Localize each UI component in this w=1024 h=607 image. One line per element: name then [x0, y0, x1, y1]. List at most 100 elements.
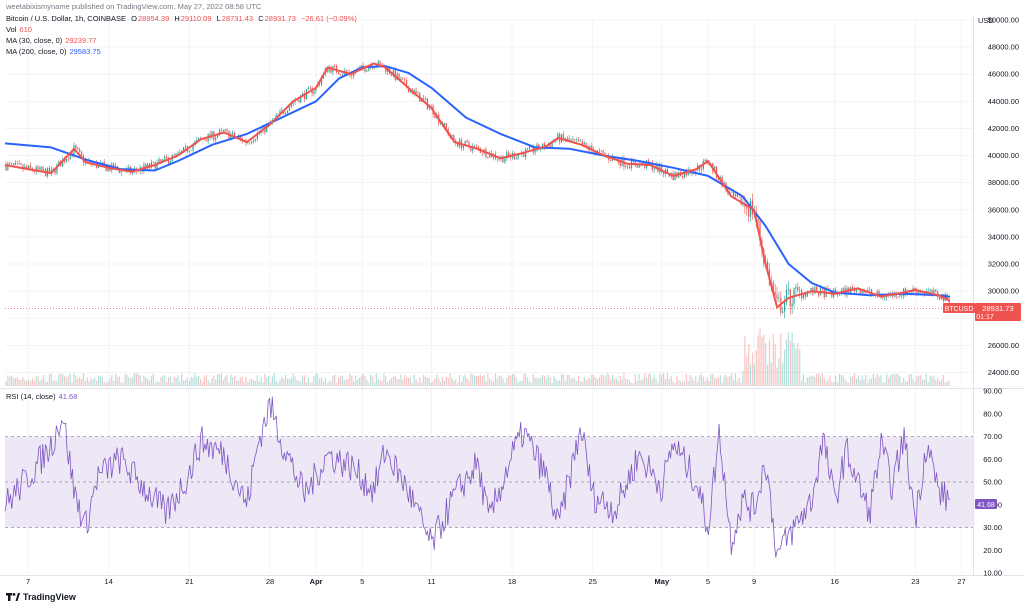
volume-bar: [339, 376, 342, 386]
volume-bar: [368, 382, 370, 386]
volume-bar: [226, 374, 228, 386]
legend-row-vol: Vol 610: [6, 25, 35, 35]
volume-bar: [515, 377, 517, 386]
candle-body: [158, 159, 160, 163]
candle-body: [415, 90, 417, 93]
volume-bar: [124, 373, 126, 386]
volume-bar: [177, 375, 179, 386]
rsi-line[interactable]: [4, 396, 951, 558]
ma200-label[interactable]: MA (200, close, 0): [6, 47, 67, 56]
vol-label[interactable]: Vol: [6, 25, 17, 34]
volume-bar: [719, 375, 721, 386]
volume-bar: [207, 379, 209, 386]
candle-body: [581, 141, 583, 145]
volume-bar: [727, 377, 729, 386]
volume-bar: [904, 381, 907, 386]
volume-bar: [341, 375, 343, 386]
volume-bar: [58, 374, 60, 386]
volume-bar: [749, 364, 752, 386]
price-pane[interactable]: [5, 20, 973, 386]
candle-body: [288, 106, 291, 111]
candle-body: [430, 105, 432, 107]
volume-bar: [676, 376, 678, 386]
volume-bar: [128, 377, 130, 386]
volume-bar: [387, 382, 389, 386]
symbol-title[interactable]: Bitcoin / U.S. Dollar, 1h, COINBASE: [6, 14, 127, 23]
volume-bar: [723, 376, 725, 386]
candle-body: [787, 289, 789, 291]
ma200-line[interactable]: [4, 65, 951, 298]
candle-body: [462, 145, 464, 149]
candle-body: [557, 133, 559, 140]
volume-bar: [893, 373, 895, 386]
candle-body: [931, 289, 933, 295]
price-tick-label: 34000.00: [988, 232, 1019, 241]
candle-body: [842, 288, 844, 291]
volume-bar: [795, 348, 797, 386]
volume-bar: [158, 381, 160, 386]
rsi-label[interactable]: RSI (14, close): [6, 392, 56, 401]
candle-body: [67, 159, 69, 160]
tradingview-logo[interactable]: TradingView: [6, 592, 76, 602]
volume-bar: [591, 374, 593, 386]
volume-bar: [290, 377, 292, 386]
volume-bar: [517, 382, 519, 386]
volume-bar: [143, 375, 145, 386]
ohlc-close: C28931.73: [258, 14, 296, 23]
volume-bar: [629, 380, 631, 386]
volume-bar: [375, 373, 377, 386]
price-tick-label: 30000.00: [988, 287, 1019, 296]
volume-bar: [105, 382, 107, 386]
candle-body: [746, 206, 748, 209]
volume-bar: [895, 373, 897, 386]
time-tick-label: 5: [706, 577, 710, 586]
volume-bar: [118, 376, 120, 386]
volume-bar: [451, 377, 453, 386]
candle-body: [772, 282, 774, 292]
candle-body: [224, 129, 226, 131]
volume-bar: [37, 376, 39, 386]
ma30-line[interactable]: [4, 62, 951, 309]
volume-bar: [596, 379, 599, 386]
volume-bar: [920, 374, 922, 386]
candle-body: [177, 152, 179, 154]
time-tick-label: 14: [105, 577, 113, 586]
volume-bar: [857, 375, 859, 386]
volume-bar: [26, 381, 28, 386]
volume-bar: [732, 379, 735, 386]
volume-bar: [407, 377, 410, 386]
volume-bar: [850, 376, 852, 386]
candle-body: [766, 261, 769, 269]
candle-body: [636, 165, 638, 168]
volume-bar: [568, 374, 570, 386]
ma30-label[interactable]: MA (30, close, 0): [6, 36, 63, 45]
candle-body: [254, 139, 257, 141]
volume-bar: [793, 342, 795, 386]
volume-bar: [736, 380, 738, 386]
volume-bar: [787, 332, 789, 386]
volume-bar: [430, 382, 432, 386]
volume-bar: [48, 373, 51, 386]
volume-bar: [867, 382, 869, 386]
time-tick-label: 5: [360, 577, 364, 586]
volume-bar: [632, 382, 634, 386]
volume-bar: [870, 378, 873, 386]
volume-bar: [602, 374, 604, 386]
volume-bar: [9, 376, 11, 386]
candle-body: [328, 67, 330, 72]
candle-body: [184, 145, 187, 148]
candle-body: [330, 67, 332, 73]
ohlc-low: L28731.43: [216, 14, 254, 23]
volume-bar: [925, 373, 927, 386]
legend-row-ma200: MA (200, close, 0) 29583.75: [6, 47, 104, 57]
volume-bar: [162, 375, 164, 386]
volume-bar: [715, 378, 718, 386]
volume-bar: [311, 382, 313, 386]
volume-bar: [258, 381, 260, 386]
volume-bar: [343, 380, 345, 386]
candle-body: [523, 152, 525, 158]
volume-bar: [581, 381, 583, 386]
candle-body: [406, 80, 408, 88]
volume-bar: [562, 374, 565, 386]
